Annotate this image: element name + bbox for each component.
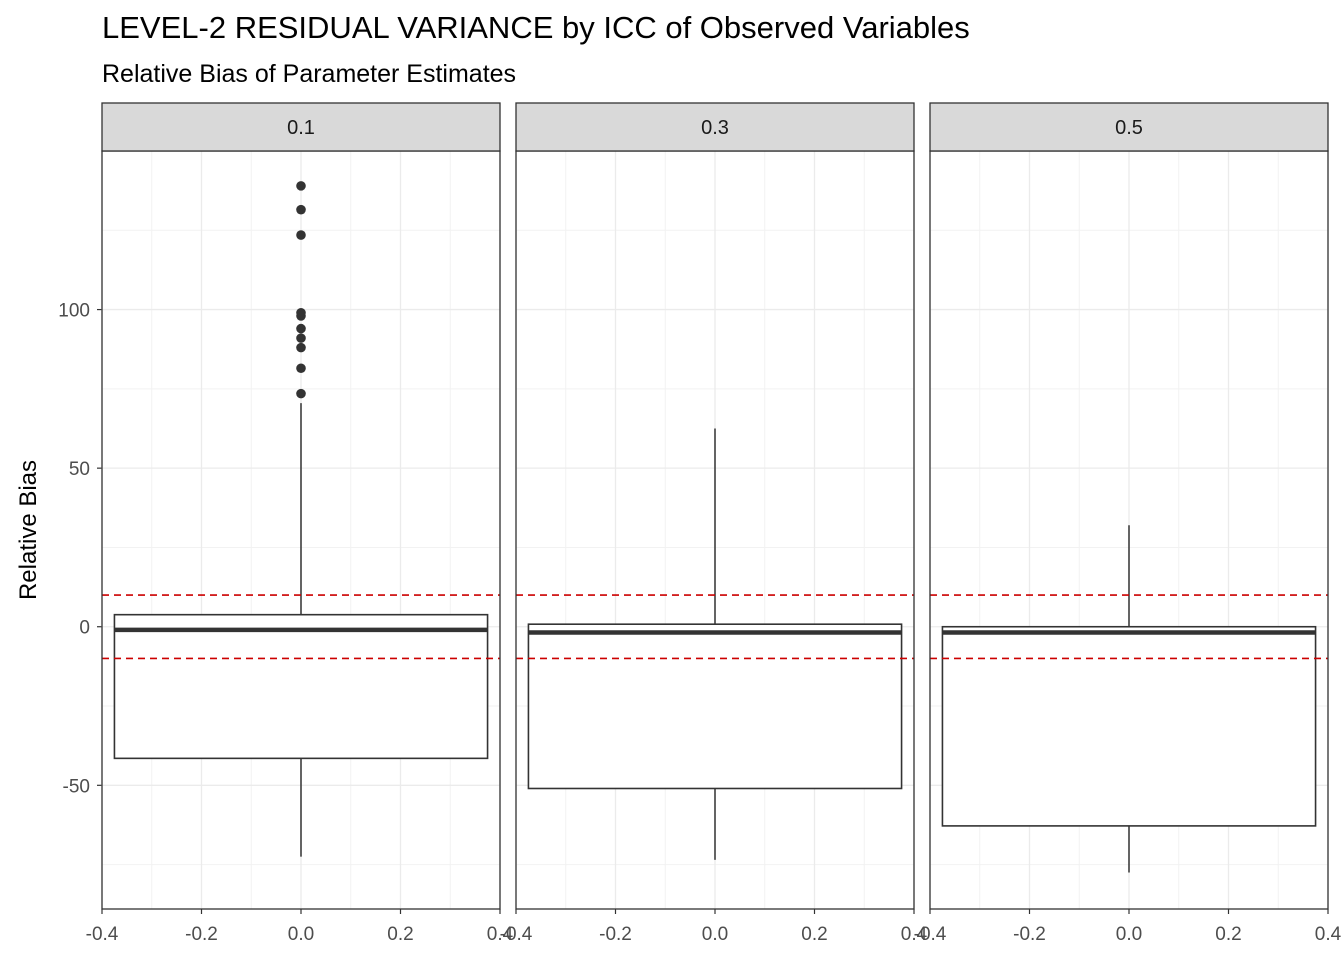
x-tick-label: -0.2 <box>1013 924 1046 945</box>
facet-panel-0.5: 0.5 -0.4 -0.2 0.0 0.2 0.4 <box>914 102 1342 945</box>
x-tick-label: 0.0 <box>1116 924 1142 945</box>
chart-title: LEVEL-2 RESIDUAL VARIANCE by ICC of Obse… <box>102 10 970 45</box>
x-tick-label: 0.2 <box>387 924 413 945</box>
y-tick-label: 0 <box>79 618 90 639</box>
outlier-point <box>296 333 306 343</box>
facet-strip <box>515 102 915 152</box>
facet-panel-0.1: 0.1 -0.4 -0.2 0.0 0.2 0.4 <box>86 102 514 945</box>
outlier-point <box>296 388 306 399</box>
y-axis-title: Relative Bias <box>15 460 42 600</box>
x-tick-label: 0.0 <box>702 924 728 945</box>
chart-subtitle: Relative Bias of Parameter Estimates <box>102 60 517 88</box>
outlier-point <box>296 181 306 191</box>
y-tick-label: -50 <box>63 776 90 797</box>
y-tick-label: 100 <box>58 301 90 322</box>
facet-strip-label: 0.3 <box>701 117 729 139</box>
outlier-point <box>296 204 306 215</box>
facet-strip <box>101 102 501 152</box>
x-tick-label: 0.2 <box>1215 924 1241 945</box>
x-tick-label: -0.4 <box>500 924 533 945</box>
x-tick-label: -0.2 <box>599 924 632 945</box>
facet-panel-0.3: 0.3 -0.4 -0.2 0.0 0.2 0.4 <box>500 102 928 945</box>
x-tick-label: 0.4 <box>487 924 514 945</box>
iqr-box <box>941 625 1317 827</box>
x-tick-label: 0.4 <box>901 924 928 945</box>
outlier-point <box>296 363 306 374</box>
facet-strip-label: 0.1 <box>287 117 315 139</box>
outlier-point <box>296 230 306 240</box>
x-tick-label: -0.4 <box>86 924 119 945</box>
x-tick-label: 0.2 <box>801 924 827 945</box>
y-tick-label: 50 <box>69 459 90 480</box>
outlier-point <box>296 307 306 318</box>
facet-strip <box>929 102 1329 152</box>
outlier-point <box>296 323 306 334</box>
x-tick-label: 0.0 <box>288 924 314 945</box>
x-tick-label: 0.4 <box>1315 924 1342 945</box>
outlier-point <box>296 342 306 353</box>
iqr-box <box>527 623 903 790</box>
iqr-box <box>113 613 489 760</box>
facet-strip-label: 0.5 <box>1115 117 1143 139</box>
x-tick-label: -0.4 <box>914 924 947 945</box>
x-tick-label: -0.2 <box>185 924 218 945</box>
